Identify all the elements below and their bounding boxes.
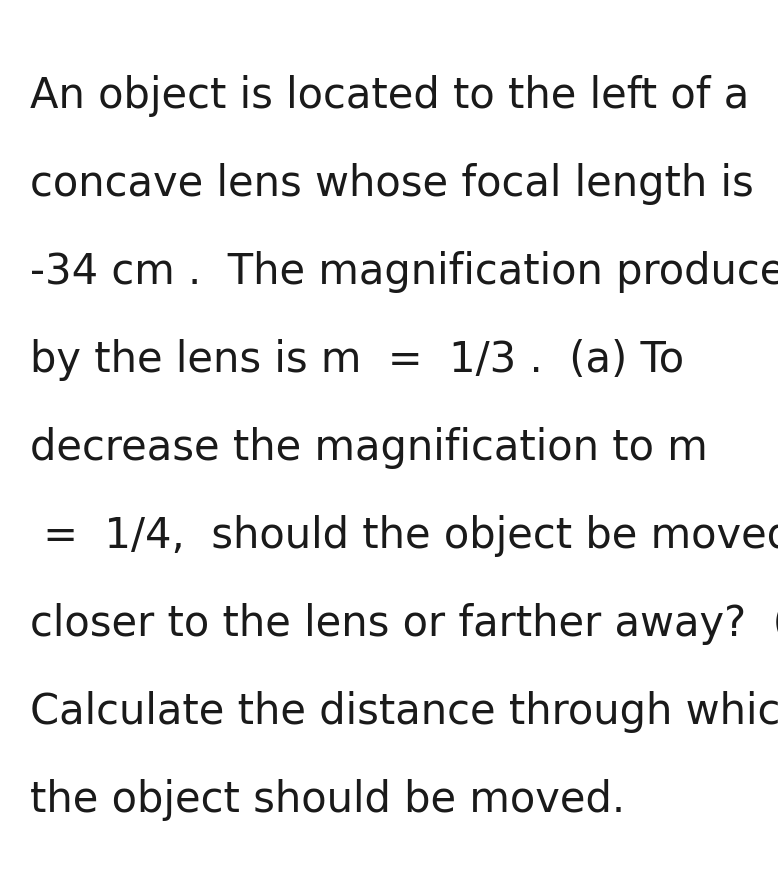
- Text: the object should be moved.: the object should be moved.: [30, 779, 626, 821]
- Text: -34 cm .  The magnification produced: -34 cm . The magnification produced: [30, 251, 778, 293]
- Text: decrease the magnification to m: decrease the magnification to m: [30, 427, 708, 469]
- Text: closer to the lens or farther away?  (b): closer to the lens or farther away? (b): [30, 603, 778, 645]
- Text: An object is located to the left of a: An object is located to the left of a: [30, 75, 749, 117]
- Text: by the lens is m  =  1/3 .  (a) To: by the lens is m = 1/3 . (a) To: [30, 339, 684, 381]
- Text: Calculate the distance through which: Calculate the distance through which: [30, 691, 778, 733]
- Text: concave lens whose focal length is: concave lens whose focal length is: [30, 163, 754, 205]
- Text: =  1/4,  should the object be moved: = 1/4, should the object be moved: [30, 515, 778, 557]
